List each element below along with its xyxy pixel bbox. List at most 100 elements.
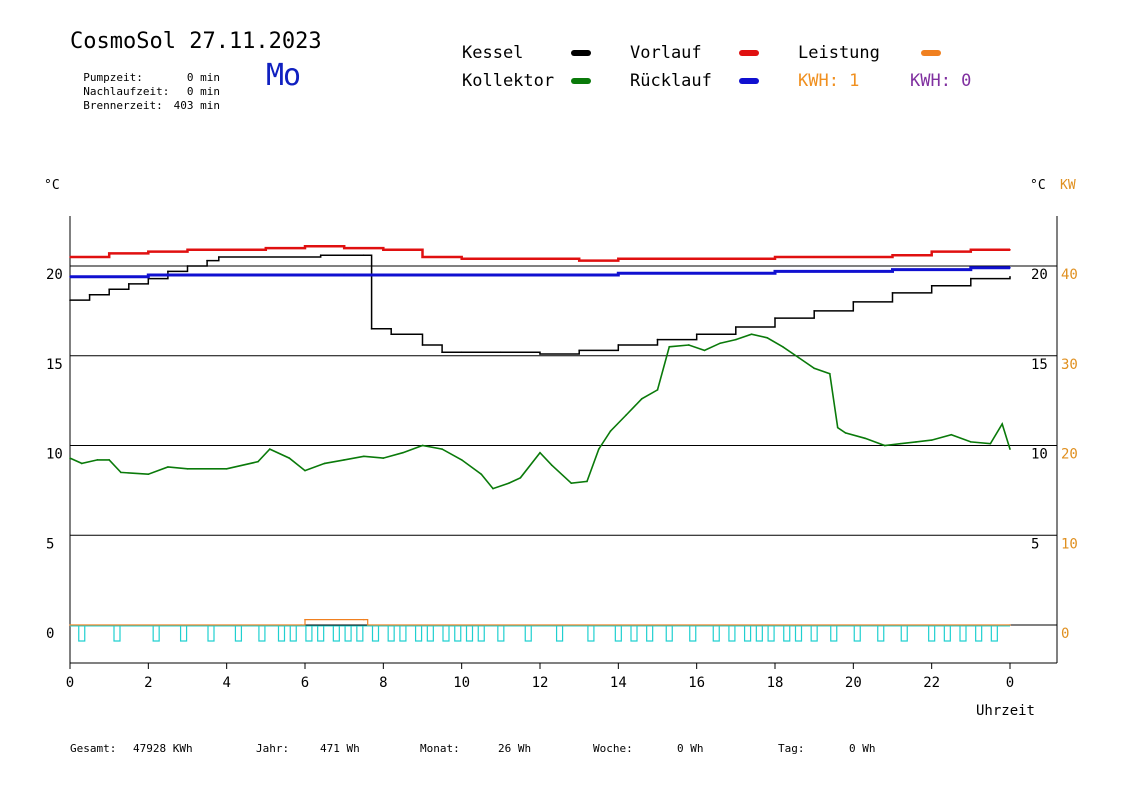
series-vorlauf-point bbox=[304, 245, 306, 248]
footer-woche-value: 0 Wh bbox=[677, 742, 704, 755]
series-ruecklauf-point bbox=[891, 268, 894, 271]
series-kollektor-point bbox=[108, 459, 110, 461]
series-kollektor-point bbox=[950, 433, 953, 436]
series-kollektor-point bbox=[989, 442, 992, 445]
series-vorlauf-point bbox=[930, 250, 933, 253]
series-ruecklauf-point bbox=[421, 274, 424, 276]
series-vorlauf-point bbox=[225, 249, 228, 251]
series-ruecklauf-line bbox=[70, 266, 1010, 279]
chart-axes bbox=[69, 216, 1058, 669]
series-kollektor-point bbox=[782, 345, 784, 348]
series-vorlauf-point bbox=[578, 259, 580, 262]
y-kw-unit: KW bbox=[1060, 178, 1076, 193]
series-kessel-point bbox=[970, 277, 972, 280]
series-kessel-point bbox=[206, 259, 208, 262]
y-left-tick-label: 5 bbox=[46, 536, 54, 552]
series-kollektor-point bbox=[550, 464, 553, 467]
legend-kwh2: KWH: 0 bbox=[910, 71, 972, 91]
series-kollektor-point bbox=[80, 462, 83, 465]
legend-vorlauf-swatch bbox=[739, 50, 759, 56]
series-kollektor-point bbox=[362, 455, 365, 458]
series-kollektor-point bbox=[539, 451, 541, 454]
series-ruecklauf-point bbox=[69, 275, 71, 278]
pump-pulse bbox=[900, 626, 908, 642]
series-ruecklauf-point bbox=[265, 274, 267, 276]
series-kessel-point bbox=[362, 254, 365, 257]
pumpzeit-row: Pumpzeit: 0 min bbox=[70, 58, 220, 84]
footer-gesamt-value: 47928 KWh bbox=[133, 742, 193, 755]
brennerzeit-row: Brennerzeit: 403 min bbox=[70, 86, 220, 112]
series-leistung-point bbox=[69, 624, 71, 626]
series-ruecklauf-point bbox=[225, 274, 228, 276]
pump-pulse bbox=[113, 626, 121, 642]
series-ruecklauf-point bbox=[147, 274, 150, 276]
series-kollektor-point bbox=[147, 473, 150, 476]
pump-pulse bbox=[371, 626, 380, 642]
series-vorlauf-point bbox=[735, 258, 737, 260]
series-kessel-point bbox=[500, 351, 502, 353]
series-ruecklauf-point bbox=[539, 274, 541, 276]
series-kollektor-point bbox=[750, 333, 753, 336]
series-vorlauf-point bbox=[186, 249, 189, 251]
y-right-unit: °C bbox=[1030, 178, 1046, 193]
legend-leistung-swatch bbox=[921, 50, 941, 56]
pump-pulse bbox=[555, 626, 564, 642]
series-kollektor-point bbox=[813, 367, 815, 370]
series-kollektor-point bbox=[719, 342, 721, 344]
series-kollektor-point bbox=[829, 372, 831, 375]
pump-pulse bbox=[258, 626, 266, 642]
x-tick-label: 0 bbox=[66, 675, 74, 691]
pump-pulse bbox=[207, 626, 215, 642]
series-kollektor-point bbox=[96, 459, 99, 461]
footer-monat-value: 26 Wh bbox=[498, 742, 532, 755]
series-ruecklauf-point bbox=[1009, 266, 1011, 269]
y-kw-tick-label: 0 bbox=[1061, 626, 1069, 642]
series-kollektor-point bbox=[268, 448, 271, 450]
legend-kollektor-swatch bbox=[571, 78, 591, 84]
pump-pulse bbox=[959, 626, 967, 642]
y-kw-tick-label: 10 bbox=[1061, 536, 1078, 552]
series-ruecklauf-point bbox=[304, 274, 306, 276]
pump-pulse bbox=[426, 626, 434, 642]
series-kessel-point bbox=[1009, 275, 1011, 278]
series-kessel-point bbox=[930, 284, 933, 287]
pump-pulse bbox=[943, 626, 951, 642]
y-right-tick-label: 15 bbox=[1031, 357, 1048, 373]
pump-pulse bbox=[877, 626, 885, 642]
nachlaufzeit-value: 0 min bbox=[186, 85, 220, 98]
brennerzeit-value: 403 min bbox=[173, 99, 220, 112]
series-kollektor-point bbox=[703, 349, 706, 352]
pump-pulse bbox=[414, 626, 423, 642]
series-kollektor-point bbox=[421, 444, 424, 447]
series-kollektor-point bbox=[668, 345, 671, 348]
series-kessel-point bbox=[167, 270, 169, 273]
series-ruecklauf-point bbox=[695, 272, 698, 274]
series-kollektor-point bbox=[460, 459, 463, 461]
pump-pulse bbox=[305, 626, 313, 642]
series-kollektor-point bbox=[609, 430, 612, 432]
series-vorlauf-point bbox=[421, 256, 424, 258]
series-kollektor-point bbox=[120, 471, 122, 474]
pump-pulse bbox=[477, 626, 485, 642]
nachlaufzeit-label: Nachlaufzeit: bbox=[83, 85, 170, 98]
series-kessel-point bbox=[127, 283, 130, 285]
legend-kessel-label: Kessel bbox=[462, 43, 524, 63]
brennerzeit-label: Brennerzeit: bbox=[83, 99, 163, 112]
series-vorlauf-point bbox=[108, 252, 110, 255]
pump-pulse bbox=[442, 626, 450, 642]
series-kollektor-point bbox=[186, 468, 189, 470]
series-ruecklauf-point bbox=[343, 274, 345, 276]
y-kw-tick-label: 20 bbox=[1061, 447, 1078, 463]
footer-jahr-label: Jahr: bbox=[256, 742, 290, 755]
x-axis-title: Uhrzeit bbox=[976, 703, 1035, 719]
series-kollektor-point bbox=[970, 441, 972, 443]
series-vorlauf-point bbox=[460, 258, 463, 260]
series-kollektor-point bbox=[797, 356, 800, 359]
series-kollektor-point bbox=[382, 457, 385, 459]
series-kollektor-point bbox=[570, 482, 573, 484]
pump-pulse bbox=[497, 626, 505, 642]
pump-pulse bbox=[465, 626, 474, 642]
series-kessel-point bbox=[735, 326, 737, 328]
series-ruecklauf-point bbox=[382, 274, 385, 276]
